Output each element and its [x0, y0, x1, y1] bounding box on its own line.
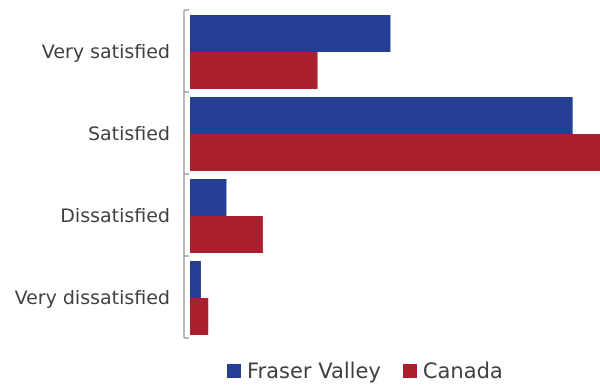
legend-swatch-fraser-valley — [227, 364, 241, 378]
bar-canada-dissatisfied — [190, 216, 263, 253]
category-label-dissatisfied: Dissatisfied — [60, 205, 170, 227]
legend-swatch-canada — [402, 364, 417, 378]
legend-label-fraser-valley: Fraser Valley — [247, 359, 381, 383]
category-label-very-satisfied: Very satisfied — [42, 41, 170, 63]
legend-item-canada: Canada — [402, 359, 503, 383]
bar-fraser-valley-very-satisfied — [190, 15, 391, 52]
bar-canada-very-dissatisfied — [190, 298, 209, 335]
legend-item-fraser-valley: Fraser Valley — [227, 359, 381, 383]
bar-canada-satisfied — [190, 134, 600, 171]
bar-chart: Very satisfied Satisfied Dissatisfied Very … — [15, 9, 600, 339]
bar-canada-very-satisfied — [190, 52, 318, 89]
bar-fraser-valley-very-dissatisfied — [190, 261, 201, 298]
bar-fraser-valley-dissatisfied — [190, 179, 227, 216]
category-label-satisfied: Satisfied — [88, 123, 170, 145]
bar-fraser-valley-satisfied — [190, 97, 573, 134]
legend: Fraser Valley Canada — [227, 359, 525, 383]
bars — [190, 15, 600, 335]
category-label-very-dissatisfied: Very dissatisfied — [15, 287, 170, 309]
y-axis — [183, 9, 189, 339]
legend-label-canada: Canada — [422, 359, 503, 383]
category-labels: Very satisfied Satisfied Dissatisfied Very … — [15, 41, 170, 309]
